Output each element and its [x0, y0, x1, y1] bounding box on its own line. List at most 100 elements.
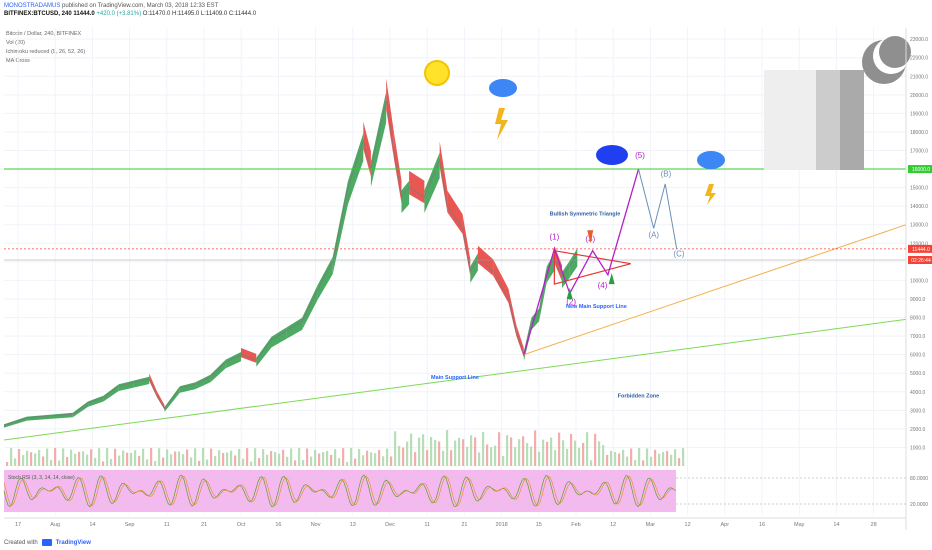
- night-panel-dark: [840, 70, 864, 170]
- author-link[interactable]: MONOSTRADAMUS: [4, 3, 61, 9]
- time-tick-label: Aug: [50, 522, 60, 528]
- volume-bar: [510, 437, 513, 466]
- volume-bar: [90, 449, 93, 466]
- time-tick-label: 11: [164, 522, 170, 528]
- cloud-segment: [546, 253, 555, 283]
- volume-bar: [410, 433, 413, 466]
- volume-bar: [74, 453, 77, 466]
- volume-bar: [110, 458, 113, 466]
- volume-bar: [50, 459, 53, 466]
- volume-bar: [98, 448, 101, 466]
- cloud-segment: [539, 266, 547, 322]
- created-with-label: Created with: [4, 539, 38, 546]
- volume-bar: [530, 446, 533, 466]
- price-tick-label: 15000.0: [910, 186, 928, 192]
- time-tick-label: Sep: [125, 522, 135, 528]
- volume-bar: [246, 448, 249, 466]
- cloud-segment: [286, 317, 303, 339]
- volume-bar: [86, 454, 89, 466]
- night-panel-mid: [816, 70, 840, 170]
- volume-bar: [258, 458, 261, 466]
- volume-bar: [314, 449, 317, 466]
- main-support-line: [3, 318, 907, 441]
- volume-bar: [102, 461, 105, 466]
- volume-bar: [166, 449, 169, 466]
- volume-bar: [430, 436, 433, 466]
- price-line: [3, 100, 578, 426]
- wave-label: (1): [549, 233, 559, 242]
- time-tick-label: 12: [610, 522, 616, 528]
- volume-bar: [662, 451, 665, 466]
- volume-bar: [518, 439, 521, 466]
- volume-bar: [214, 456, 217, 466]
- stoch-rsi-pane: Stoch RSI (3, 3, 14, 14, close) 80.0000 20…: [3, 470, 928, 512]
- tradingview-brand[interactable]: TradingView: [55, 539, 91, 546]
- volume-bar: [322, 452, 325, 466]
- volume-bar: [206, 459, 209, 466]
- price-label: 02:26:44: [911, 258, 931, 264]
- volume-bar: [650, 456, 653, 466]
- volume-bar: [286, 456, 289, 466]
- price-tick-label: 21000.0: [910, 74, 928, 80]
- volume-bar: [182, 454, 185, 466]
- volume-bar: [350, 448, 353, 466]
- volume-bar: [666, 451, 669, 466]
- price-tick-label: 17000.0: [910, 148, 928, 154]
- wave-label: (C): [673, 249, 684, 258]
- volume-bar: [446, 430, 449, 466]
- cloud-segment: [256, 336, 272, 367]
- volume-bar: [434, 440, 437, 466]
- volume-bar: [66, 456, 69, 466]
- time-tick-label: 21: [201, 522, 207, 528]
- cloud-segment: [72, 401, 89, 418]
- volume-bar: [294, 460, 297, 466]
- indicator-main[interactable]: Bitcoin / Dollar, 240, BITFINEX: [6, 31, 82, 37]
- volume-bar: [114, 448, 117, 466]
- volume-bar: [442, 450, 445, 466]
- price-tick-label: 12000.0: [910, 241, 928, 247]
- price-tick-label: 19000.0: [910, 111, 928, 117]
- time-tick-label: 16: [275, 522, 281, 528]
- indicator-vol[interactable]: Vol (20): [6, 40, 25, 46]
- volume-bar: [626, 456, 629, 466]
- volume-bar: [370, 452, 373, 466]
- volume-bar: [670, 454, 673, 466]
- volume-bar: [514, 447, 517, 466]
- volume-bar: [218, 450, 221, 466]
- volume-bar: [590, 460, 593, 466]
- volume-bar: [6, 462, 9, 466]
- cloud-segment: [4, 416, 27, 428]
- publish-info: published on TradingView.com, March 03, …: [62, 3, 219, 9]
- volume-bar: [414, 452, 417, 466]
- indicator-ichimoku[interactable]: Ichimoku reduced (9, 26, 52, 26): [6, 49, 86, 55]
- price-tick-label: 5000.0: [910, 371, 926, 377]
- volume-bar: [162, 457, 165, 466]
- time-tick-label: 16: [759, 522, 765, 528]
- down-arrow-icon: [587, 230, 594, 244]
- volume-bar: [658, 453, 661, 466]
- volume-bar: [618, 453, 621, 466]
- price-tick-label: 10000.0: [910, 278, 928, 284]
- volume-bar: [242, 458, 245, 466]
- volume-bars: [6, 430, 685, 466]
- volume-bar: [126, 452, 129, 466]
- price-label: 11444.0: [912, 247, 930, 253]
- volume-bar: [210, 448, 213, 466]
- volume-bar: [494, 445, 497, 466]
- price-tick-label: 8000.0: [910, 316, 926, 322]
- cloud-segment: [103, 384, 119, 402]
- cloud-segment: [447, 190, 463, 235]
- moon-mask: [879, 36, 911, 68]
- price-tick-label: 3000.0: [910, 408, 926, 414]
- volume-bar: [554, 450, 557, 466]
- time-tick-label: 28: [871, 522, 877, 528]
- time-tick-label: Oct: [237, 522, 246, 528]
- volume-bar: [26, 450, 29, 466]
- volume-bar: [94, 457, 97, 466]
- volume-bar: [274, 451, 277, 466]
- volume-bar: [638, 448, 641, 466]
- volume-bar: [366, 450, 369, 466]
- price-axis: 1000.0 2000.0 3000.0 4000.0 5000.0 6000.0 7000…: [905, 28, 932, 530]
- cloud-segment: [370, 91, 387, 187]
